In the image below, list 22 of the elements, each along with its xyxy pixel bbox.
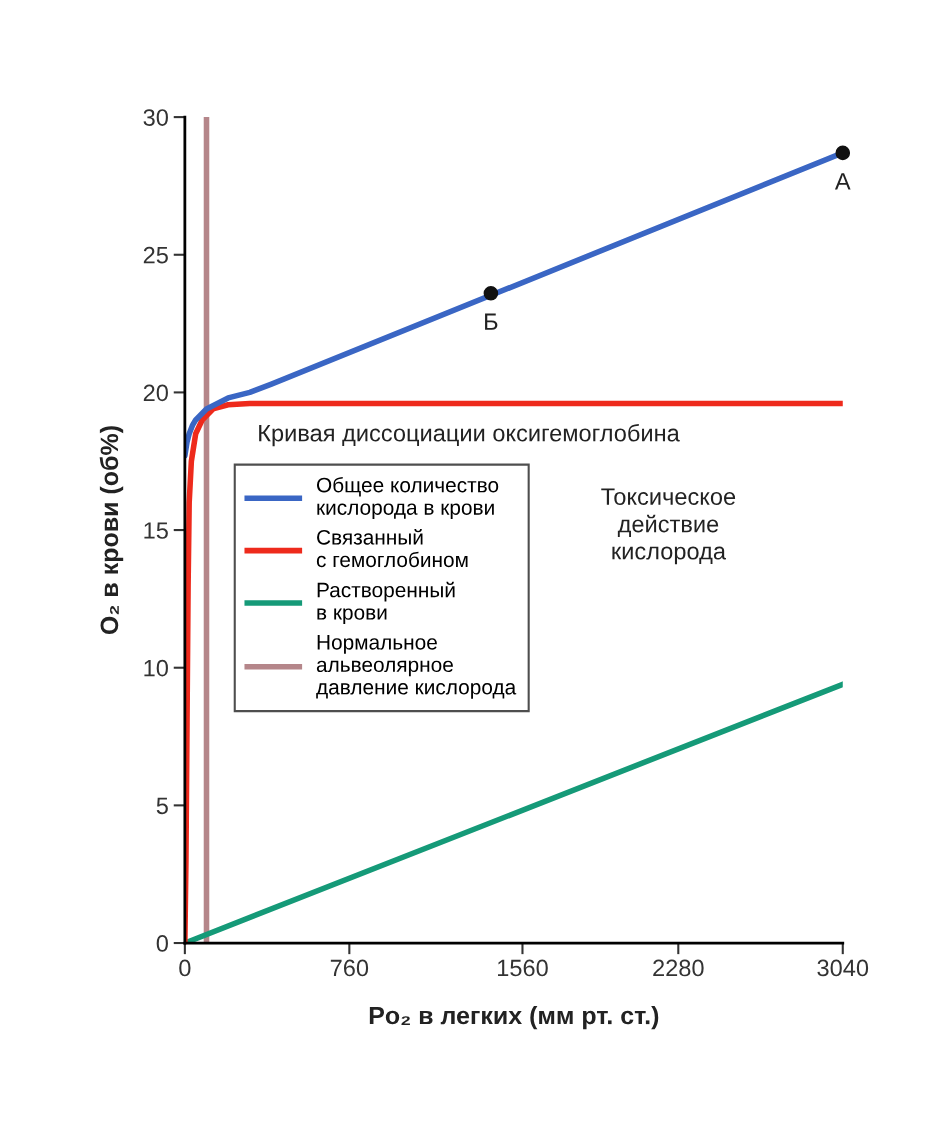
x-tick-label: 760 [330, 959, 369, 977]
x-tick-label: 2280 [653, 959, 704, 977]
x-tick-label: 1560 [498, 959, 548, 977]
x-tick-label: 0 [179, 959, 191, 977]
y-tick-label: 20 [143, 384, 168, 402]
y-tick-label: 10 [144, 659, 168, 677]
annotation: Токсическое действие кислорода [601, 488, 736, 565]
legend-label: Растворенный в крови [317, 581, 455, 624]
annotation: Кривая диссоциации оксигемоглобина [259, 423, 680, 447]
y-axis-title: O₂ в крови (об%) [99, 426, 124, 635]
x-axis-title: Po₂ в легких (мм рт. ст.) [369, 1006, 659, 1030]
y-tick-label: 25 [143, 246, 168, 264]
annotation: А [834, 173, 851, 190]
x-tick-label: 3040 [817, 959, 869, 977]
legend-label: Связанный с гемоглобином [316, 529, 468, 568]
legend-label: Общее количество кислорода в крови [316, 476, 499, 519]
y-tick-label: 5 [156, 797, 168, 815]
legend-label: Нормальное альвеолярное давление кислорода [316, 635, 517, 699]
y-tick-label: 15 [144, 522, 168, 539]
y-tick-label: 0 [156, 935, 168, 952]
y-tick-label: 30 [143, 109, 168, 126]
annotation: Б [485, 313, 498, 330]
